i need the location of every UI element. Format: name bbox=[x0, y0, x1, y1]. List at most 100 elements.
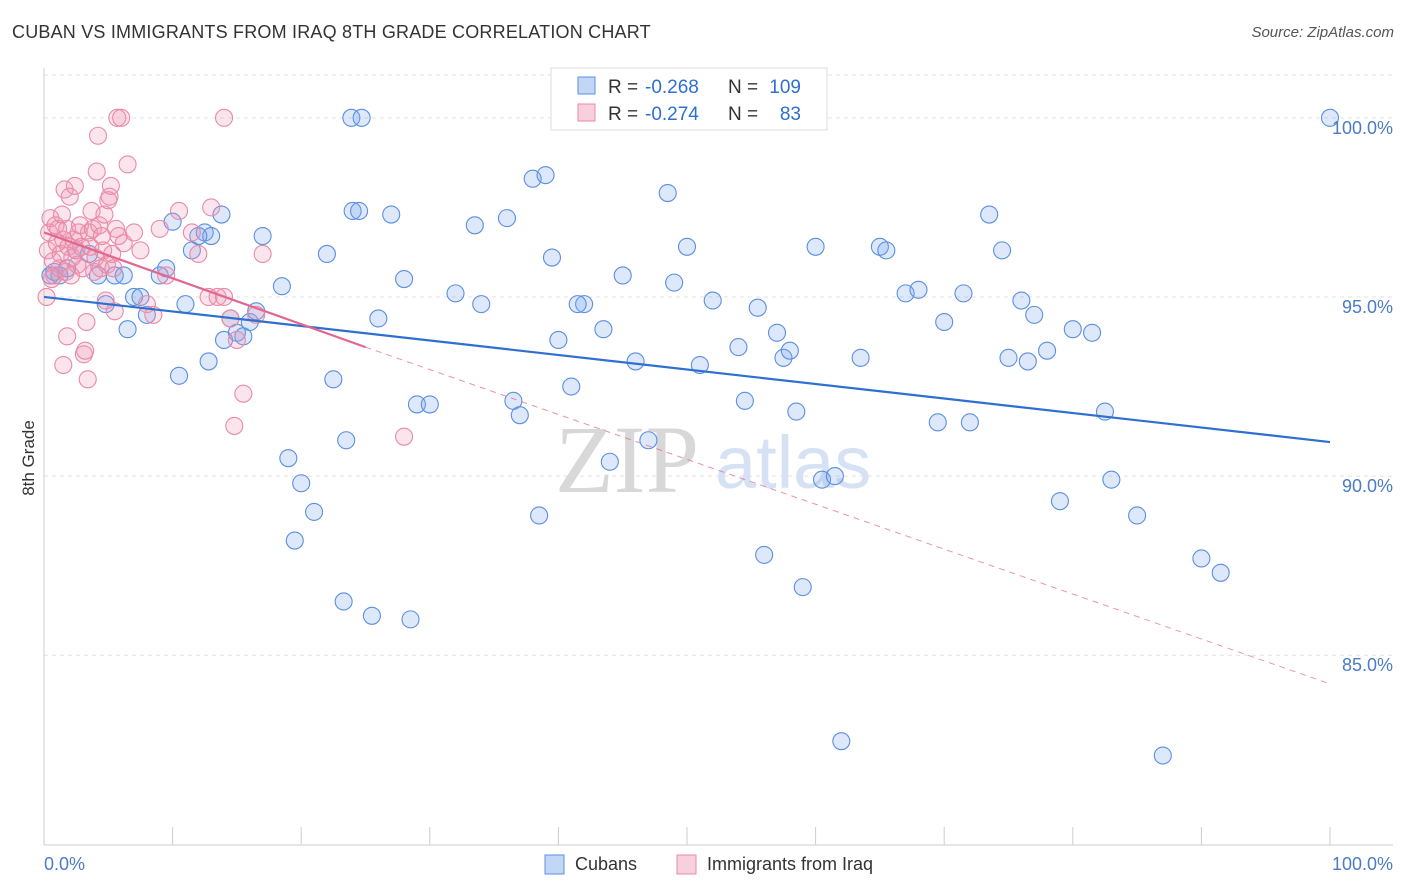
cubans-point-86 bbox=[851, 348, 870, 367]
iraq-points bbox=[37, 108, 414, 446]
x-tick-label-min: 0.0% bbox=[44, 854, 85, 874]
iraq-point-50 bbox=[101, 176, 120, 195]
iraq-point-55 bbox=[108, 108, 127, 127]
iraq-point-52 bbox=[104, 259, 123, 278]
cubans-point-47 bbox=[407, 395, 426, 414]
cubans-point-57 bbox=[530, 506, 549, 525]
stats-r-label-cubans: R = bbox=[608, 77, 638, 98]
cubans-point-60 bbox=[549, 330, 568, 349]
cubans-point-84 bbox=[825, 467, 844, 486]
legend-swatch-iraq bbox=[676, 854, 697, 875]
cubans-point-66 bbox=[626, 352, 645, 371]
cubans-point-38 bbox=[324, 370, 343, 389]
cubans-point-58 bbox=[536, 166, 555, 185]
cubans-point-82 bbox=[806, 237, 825, 256]
iraq-point-72 bbox=[202, 198, 221, 217]
x-tick-label-max: 100.0% bbox=[1332, 854, 1393, 874]
iraq-point-40 bbox=[88, 126, 108, 145]
cubans-point-76 bbox=[755, 545, 774, 564]
iraq-point-70 bbox=[189, 244, 208, 264]
cubans-point-67 bbox=[639, 431, 658, 450]
cubans-point-59 bbox=[542, 248, 562, 267]
iraq-point-77 bbox=[225, 416, 244, 435]
trend-lines bbox=[43, 231, 1331, 685]
stats-n-label-cubans: N = bbox=[728, 77, 758, 98]
iraq-point-69 bbox=[182, 223, 201, 242]
source-note: Source: ZipAtlas.com bbox=[1251, 24, 1394, 41]
cubans-point-50 bbox=[446, 284, 465, 303]
iraq-point-76 bbox=[227, 330, 246, 349]
cubans-point-53 bbox=[497, 209, 517, 228]
watermark: ZIP atlas bbox=[555, 406, 871, 513]
iraq-point-32 bbox=[78, 370, 97, 389]
cubans-point-71 bbox=[690, 355, 709, 375]
cubans-point-55 bbox=[510, 406, 529, 425]
iraq-point-78 bbox=[234, 384, 253, 403]
cubans-point-111 bbox=[1320, 108, 1340, 127]
iraq-point-31 bbox=[77, 312, 96, 332]
cubans-point-45 bbox=[395, 269, 414, 289]
iraq-point-54 bbox=[106, 219, 126, 238]
cubans-point-88 bbox=[877, 241, 896, 260]
cubans-point-107 bbox=[1128, 506, 1147, 525]
iraq-point-30 bbox=[76, 341, 95, 360]
cubans-point-48 bbox=[420, 395, 439, 414]
cubans-point-109 bbox=[1192, 549, 1211, 568]
y-tick-labels: 85.0% 90.0% 95.0% 100.0% bbox=[1332, 118, 1393, 675]
cubans-point-99 bbox=[1018, 352, 1037, 371]
cubans-point-68 bbox=[658, 184, 677, 203]
chart-title: CUBAN VS IMMIGRANTS FROM IRAQ 8TH GRADE … bbox=[12, 22, 651, 42]
cubans-point-34 bbox=[285, 531, 304, 550]
iraq-point-24 bbox=[68, 255, 87, 274]
stats-legend: R = -0.268 N = 109 R = -0.274 N = 83 bbox=[550, 67, 828, 131]
cubans-point-91 bbox=[928, 413, 947, 432]
cubans-point-79 bbox=[780, 341, 799, 360]
iraq-point-80 bbox=[253, 244, 272, 264]
cubans-point-23 bbox=[212, 205, 231, 224]
cubans-point-49 bbox=[334, 592, 353, 611]
cubans-point-100 bbox=[1025, 305, 1044, 324]
cubans-point-44 bbox=[382, 205, 401, 224]
cubans-point-112 bbox=[342, 108, 361, 127]
cubans-point-93 bbox=[954, 284, 973, 303]
series-legend: Cubans Immigrants from Iraq bbox=[544, 854, 873, 875]
iraq-point-39 bbox=[87, 162, 106, 181]
cubans-point-97 bbox=[999, 348, 1018, 367]
y-tick-label-0: 85.0% bbox=[1342, 655, 1393, 675]
stats-r-value-iraq: -0.274 bbox=[645, 104, 699, 125]
cubans-point-90 bbox=[909, 280, 928, 299]
cubans-point-78 bbox=[774, 348, 793, 367]
y-axis-label: 8th Grade bbox=[19, 420, 38, 496]
cubans-point-20 bbox=[202, 226, 221, 246]
y-tick-label-3: 100.0% bbox=[1332, 118, 1393, 138]
watermark-atlas: atlas bbox=[715, 421, 871, 504]
iraq-point-5 bbox=[43, 252, 63, 271]
cubans-point-114 bbox=[568, 295, 587, 314]
cubans-point-102 bbox=[1050, 492, 1069, 511]
iraq-trend-extension bbox=[365, 346, 1331, 685]
cubans-point-46 bbox=[401, 610, 420, 629]
iraq-point-82 bbox=[214, 108, 234, 127]
iraq-point-68 bbox=[169, 201, 189, 221]
cubans-point-101 bbox=[1038, 341, 1057, 360]
iraq-trend-line bbox=[43, 231, 366, 349]
stats-n-value-cubans: 109 bbox=[769, 77, 801, 98]
cubans-point-104 bbox=[1083, 323, 1102, 342]
cubans-point-77 bbox=[767, 323, 787, 342]
iraq-point-66 bbox=[54, 355, 73, 375]
cubans-point-75 bbox=[748, 298, 767, 317]
cubans-point-74 bbox=[735, 391, 754, 410]
cubans-point-61 bbox=[562, 377, 581, 396]
iraq-point-81 bbox=[395, 427, 414, 446]
stats-n-value-iraq: 83 bbox=[780, 104, 801, 125]
iraq-point-28 bbox=[73, 259, 92, 278]
cubans-point-40 bbox=[343, 201, 362, 221]
cubans-point-27 bbox=[199, 352, 218, 371]
cubans-point-13 bbox=[137, 305, 156, 324]
iraq-point-53 bbox=[105, 302, 124, 321]
cubans-point-37 bbox=[317, 244, 336, 264]
iraq-point-18 bbox=[60, 187, 79, 206]
cubans-point-32 bbox=[272, 277, 291, 296]
y-tick-label-2: 95.0% bbox=[1342, 297, 1393, 317]
